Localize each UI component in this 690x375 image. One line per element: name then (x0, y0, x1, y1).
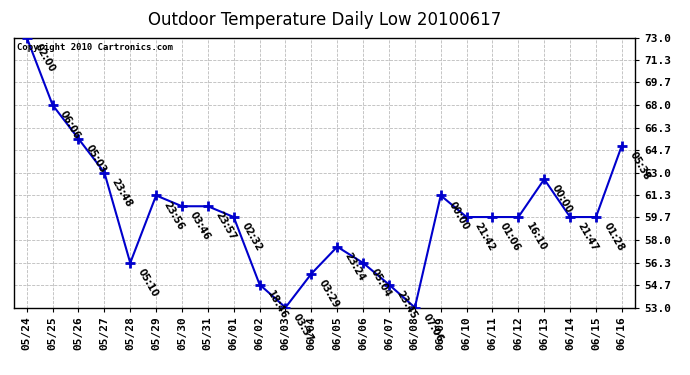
Text: 01:06: 01:06 (498, 221, 522, 253)
Text: 05:04: 05:04 (368, 267, 393, 299)
Text: 18:46: 18:46 (265, 289, 289, 321)
Text: 05:03: 05:03 (84, 143, 108, 175)
Text: 23:24: 23:24 (343, 251, 367, 283)
Text: 00:00: 00:00 (550, 183, 574, 215)
Text: 03:46: 03:46 (188, 210, 212, 242)
Text: 00:00: 00:00 (446, 200, 471, 231)
Text: 03:37: 03:37 (291, 312, 315, 344)
Text: 21:42: 21:42 (472, 221, 496, 253)
Text: 03:29: 03:29 (317, 278, 341, 310)
Text: 02:00: 02:00 (32, 42, 57, 74)
Text: 05:38: 05:38 (627, 150, 651, 182)
Text: 21:47: 21:47 (575, 221, 600, 253)
Text: 23:45: 23:45 (395, 289, 419, 321)
Text: Copyright 2010 Cartronics.com: Copyright 2010 Cartronics.com (17, 43, 172, 52)
Text: 16:10: 16:10 (524, 221, 548, 253)
Text: Outdoor Temperature Daily Low 20100617: Outdoor Temperature Daily Low 20100617 (148, 11, 501, 29)
Text: 23:57: 23:57 (213, 210, 237, 242)
Text: 02:32: 02:32 (239, 221, 264, 253)
Text: 23:56: 23:56 (161, 200, 186, 231)
Text: 01:28: 01:28 (602, 221, 626, 253)
Text: 05:10: 05:10 (136, 267, 160, 299)
Text: 07:06: 07:06 (420, 312, 444, 344)
Text: 23:48: 23:48 (110, 177, 134, 209)
Text: 06:06: 06:06 (58, 109, 82, 141)
